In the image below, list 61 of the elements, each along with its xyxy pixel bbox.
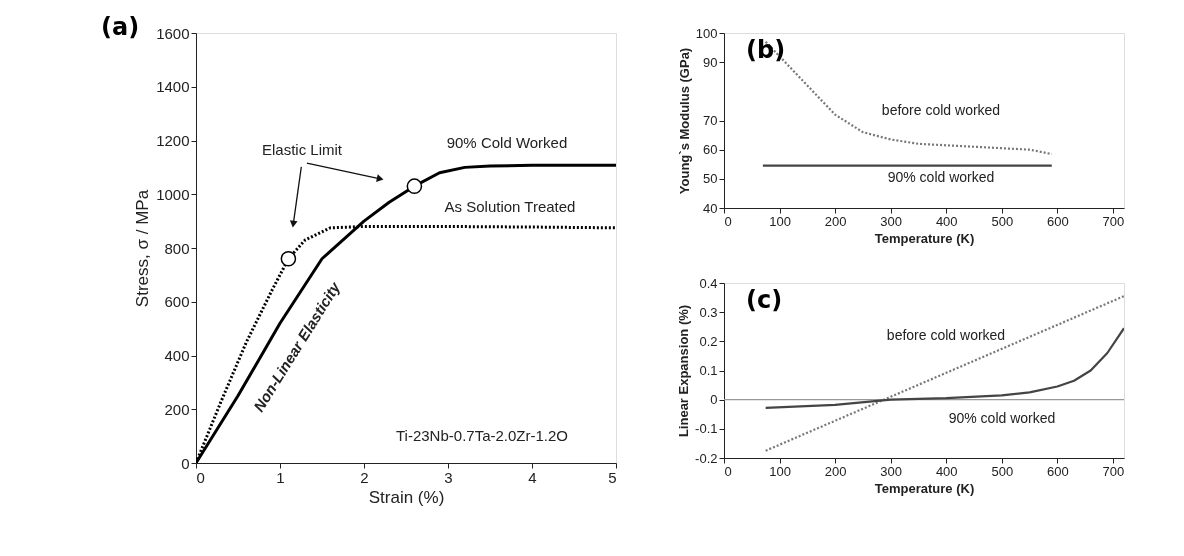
x-tick-label: 400 xyxy=(935,463,958,479)
y-tick-label: 70 xyxy=(703,113,718,128)
y-tick-label: 0.3 xyxy=(699,304,718,320)
y-tick-label: 40 xyxy=(703,200,718,216)
x-tick-label: 3 xyxy=(444,468,453,486)
annotation: Ti-23Nb-0.7Ta-2.0Zr-1.2O xyxy=(395,427,569,444)
y-tick-label: 0.4 xyxy=(699,275,718,291)
x-tick-label: 300 xyxy=(880,213,903,229)
chart-title: (a) xyxy=(101,13,140,41)
x-tick-label: 400 xyxy=(935,213,958,229)
y-tick-label: -0.2 xyxy=(695,450,718,466)
y-tick-label: 100 xyxy=(695,25,718,41)
y-axis-title: Linear Expansion (%) xyxy=(676,304,692,438)
x-tick-label: 200 xyxy=(824,463,847,479)
x-tick-label: 0 xyxy=(724,213,732,229)
annotation: Elastic Limit xyxy=(261,141,343,158)
x-tick-label: 700 xyxy=(1102,463,1125,479)
y-tick-label: 0 xyxy=(710,392,718,408)
x-tick-label: 200 xyxy=(824,213,847,229)
annotation: before cold worked xyxy=(886,327,1006,343)
y-tick-label: 50 xyxy=(703,171,718,187)
y-tick-label: 600 xyxy=(164,293,190,311)
x-tick-label: 0 xyxy=(196,468,205,486)
x-tick-label: 300 xyxy=(880,463,903,479)
x-axis-title: Temperature (K) xyxy=(874,230,975,246)
x-tick-label: 500 xyxy=(991,213,1014,229)
annotation: 90% cold worked xyxy=(948,410,1056,426)
chart-title: (c) xyxy=(746,286,783,314)
line-series xyxy=(764,327,1124,409)
x-tick-label: 600 xyxy=(1046,213,1069,229)
y-tick-label: 800 xyxy=(164,239,190,257)
x-tick-label: 0 xyxy=(724,463,732,479)
annotation: before cold worked xyxy=(881,102,1001,118)
annotation: 90% cold worked xyxy=(887,169,995,185)
x-tick-label: 4 xyxy=(528,468,537,486)
x-tick-label: 100 xyxy=(769,463,791,479)
y-tick-label: 400 xyxy=(164,347,190,364)
y-tick-label: 0.1 xyxy=(699,363,718,378)
y-tick-label: 1400 xyxy=(156,78,190,96)
y-tick-label: 0.2 xyxy=(699,333,718,349)
annotation: As Solution Treated xyxy=(444,198,576,215)
chart-title: (b) xyxy=(746,36,786,64)
y-tick-label: -0.1 xyxy=(695,421,718,437)
x-axis-title: Strain (%) xyxy=(368,487,445,507)
y-tick-label: 60 xyxy=(703,142,718,158)
y-tick-label: 90 xyxy=(703,54,718,70)
y-axis-title: Stress, σ / MPa xyxy=(133,189,153,308)
x-tick-label: 600 xyxy=(1046,463,1069,479)
y-tick-label: 1000 xyxy=(156,185,190,203)
y-tick-label: 1600 xyxy=(156,24,190,42)
x-tick-label: 2 xyxy=(360,468,369,486)
y-tick-label: 1200 xyxy=(156,132,190,149)
y-axis-title: Young`s Modulus (GPa) xyxy=(676,47,692,195)
annotation: 90% Cold Worked xyxy=(446,134,568,151)
x-tick-label: 500 xyxy=(991,463,1014,479)
x-tick-label: 5 xyxy=(608,468,617,486)
x-axis-title: Temperature (K) xyxy=(874,480,975,496)
x-tick-label: 100 xyxy=(769,213,791,229)
y-tick-label: 200 xyxy=(164,400,190,418)
x-tick-label: 1 xyxy=(276,468,285,486)
x-tick-label: 700 xyxy=(1102,213,1125,229)
